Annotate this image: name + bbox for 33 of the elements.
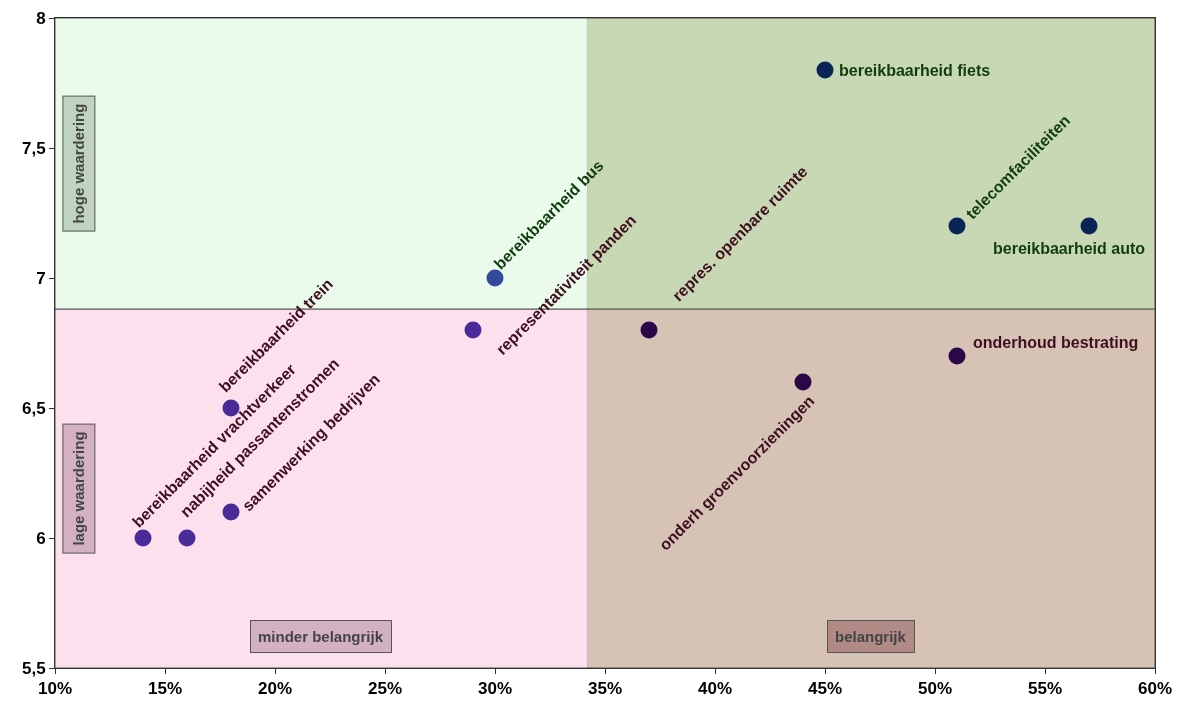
x-tick-label: 35%: [587, 679, 623, 699]
y-tick-label: 6: [36, 528, 46, 548]
y-tick-label: 7: [36, 268, 46, 288]
x-tick-label: 40%: [697, 679, 733, 699]
point: [464, 321, 482, 339]
band-label: hoge waardering: [70, 103, 88, 224]
x-tick-label: 15%: [147, 679, 183, 699]
x-tick-label: 10%: [37, 679, 73, 699]
point: [948, 217, 966, 235]
y-tick-label: 7,5: [21, 138, 46, 158]
annotation: bereikbaarheid fiets: [839, 62, 991, 79]
point: [948, 347, 966, 365]
point: [1080, 217, 1098, 235]
annotation: onderhoud bestrating: [973, 334, 1139, 351]
x-tick-label: 60%: [1137, 679, 1173, 699]
point: [178, 529, 196, 547]
point: [134, 529, 152, 547]
x-tick-label: 55%: [1027, 679, 1063, 699]
point: [640, 321, 658, 339]
y-tick-label: 6,5: [21, 398, 46, 418]
x-tick-label: 30%: [477, 679, 513, 699]
y-tick-label: 8: [36, 8, 46, 28]
band-label: lage waardering: [70, 431, 88, 546]
x-tick-label: 45%: [807, 679, 843, 699]
y-tick-label: 5,5: [21, 658, 46, 678]
x-tick-label: 50%: [917, 679, 953, 699]
point: [816, 61, 834, 79]
point: [794, 373, 812, 391]
x-tick-label: 25%: [367, 679, 403, 699]
band-label: belangrijk: [835, 628, 907, 645]
annotation: minder belangrijk: [258, 628, 384, 645]
annotation: bereikbaarheid auto: [993, 240, 1146, 257]
x-tick-label: 20%: [257, 679, 293, 699]
